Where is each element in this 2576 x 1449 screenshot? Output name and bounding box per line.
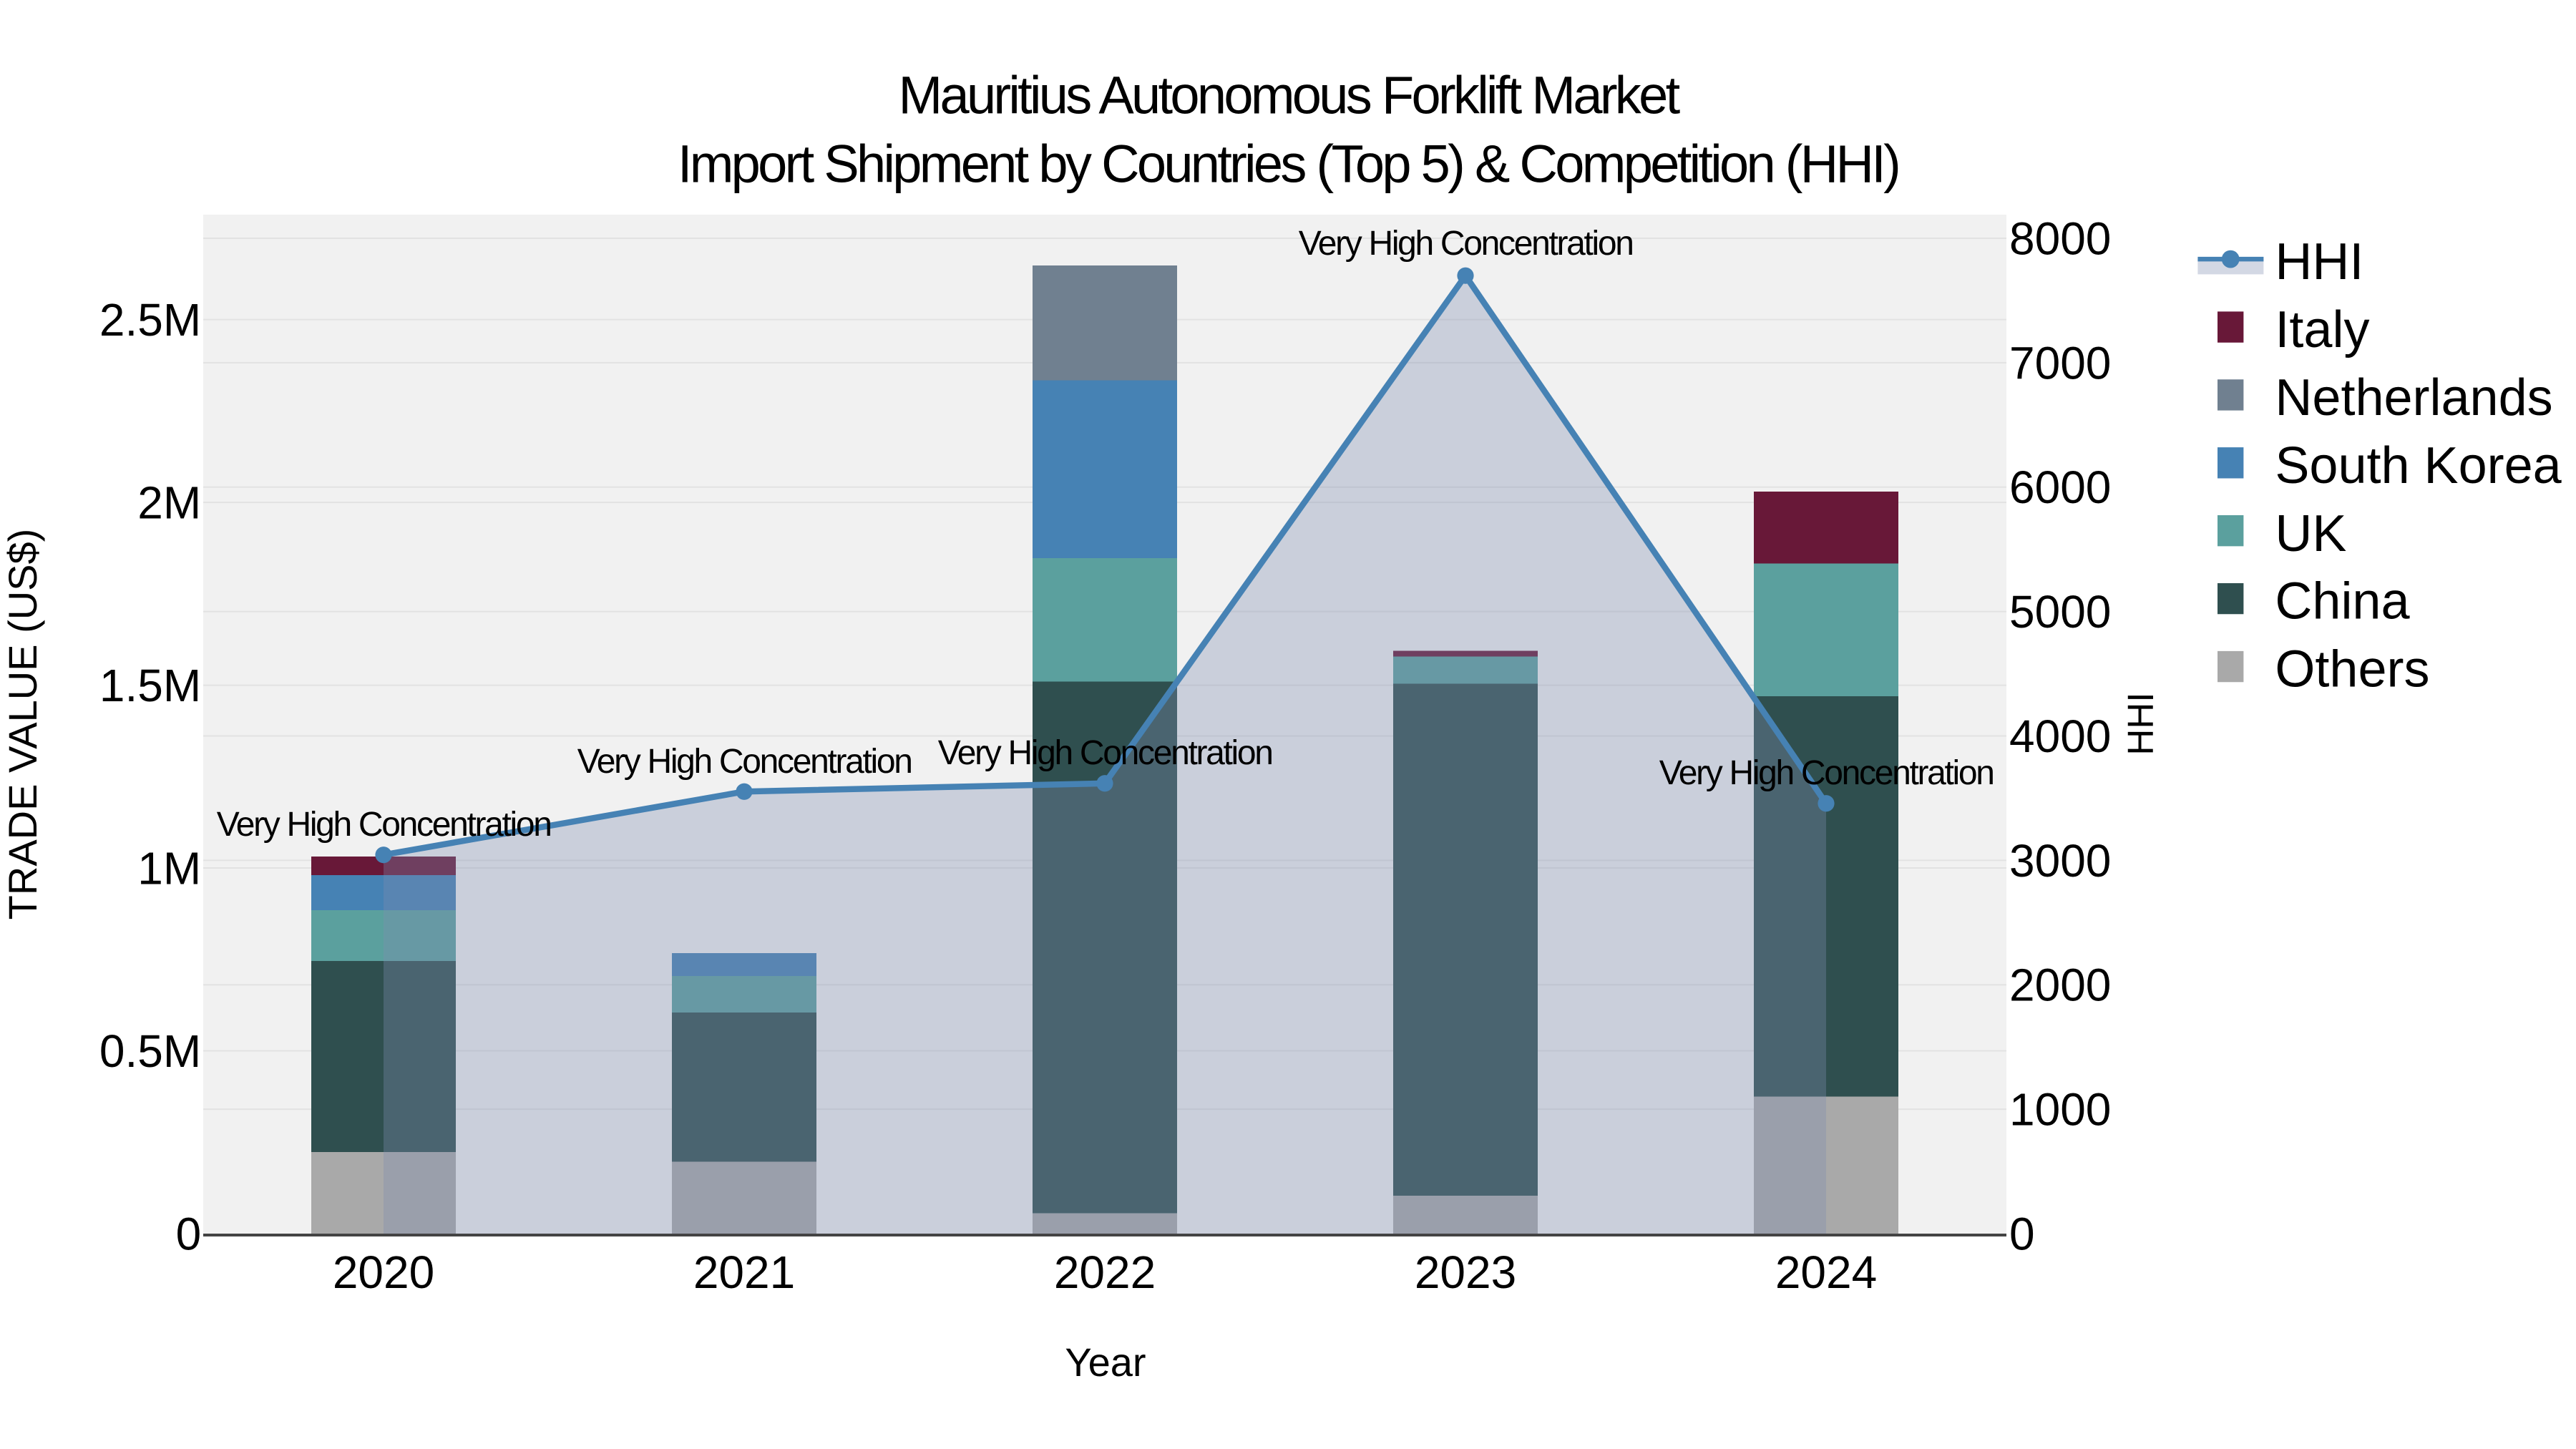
svg-text:Year: Year xyxy=(1065,1340,1146,1385)
svg-text:2022: 2022 xyxy=(1054,1246,1156,1298)
svg-text:1000: 1000 xyxy=(2009,1084,2111,1136)
svg-text:Very High Concentration: Very High Concentration xyxy=(1659,754,1994,792)
svg-text:1M: 1M xyxy=(137,842,201,894)
svg-text:Mauritius Autonomous Forklift: Mauritius Autonomous Forklift Market Impo… xyxy=(678,65,1898,193)
svg-text:HHI: HHI xyxy=(2120,692,2161,755)
svg-text:Others: Others xyxy=(2275,641,2429,698)
svg-text:HHI: HHI xyxy=(2275,233,2363,291)
svg-text:Very High Concentration: Very High Concentration xyxy=(577,743,912,781)
svg-text:5000: 5000 xyxy=(2009,586,2111,638)
svg-text:2020: 2020 xyxy=(333,1246,434,1298)
svg-text:2023: 2023 xyxy=(1415,1246,1516,1298)
svg-text:7000: 7000 xyxy=(2009,337,2111,389)
svg-text:Very High Concentration: Very High Concentration xyxy=(938,734,1272,772)
svg-text:3000: 3000 xyxy=(2009,835,2111,887)
svg-text:Very High Concentration: Very High Concentration xyxy=(217,806,551,844)
svg-text:South Korea: South Korea xyxy=(2275,437,2562,494)
svg-text:2021: 2021 xyxy=(693,1246,795,1298)
svg-text:TRADE VALUE (US$): TRADE VALUE (US$) xyxy=(0,529,45,920)
svg-text:2M: 2M xyxy=(137,477,201,529)
svg-text:8000: 8000 xyxy=(2009,213,2111,264)
svg-text:6000: 6000 xyxy=(2009,462,2111,513)
svg-text:Netherlands: Netherlands xyxy=(2275,369,2552,426)
svg-text:UK: UK xyxy=(2275,505,2346,562)
svg-text:4000: 4000 xyxy=(2009,711,2111,762)
svg-text:0.5M: 0.5M xyxy=(99,1025,201,1077)
svg-text:2.5M: 2.5M xyxy=(99,294,201,346)
svg-text:1.5M: 1.5M xyxy=(99,660,201,711)
svg-text:0: 0 xyxy=(176,1208,202,1259)
svg-text:Italy: Italy xyxy=(2275,301,2369,358)
svg-text:Very High Concentration: Very High Concentration xyxy=(1299,225,1633,263)
svg-text:2024: 2024 xyxy=(1775,1246,1877,1298)
svg-text:0: 0 xyxy=(2009,1208,2035,1259)
svg-text:2000: 2000 xyxy=(2009,960,2111,1011)
svg-text:China: China xyxy=(2275,573,2410,630)
